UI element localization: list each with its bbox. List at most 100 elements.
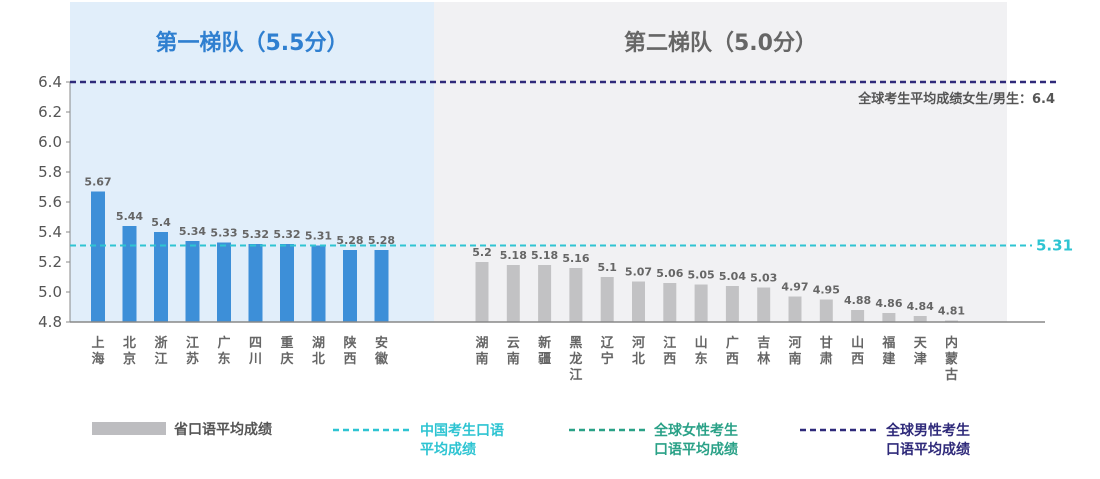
bar-广西 xyxy=(725,286,739,322)
bar-value-label: 4.84 xyxy=(907,300,934,313)
x-category-label: 重 xyxy=(280,335,293,351)
x-category-label: 东 xyxy=(217,351,230,367)
x-category-label: 山 xyxy=(695,335,708,351)
y-tick-label: 6.4 xyxy=(38,73,62,91)
x-category-label: 龙 xyxy=(569,351,582,367)
x-category-label: 林 xyxy=(757,351,770,367)
bar-value-label: 5.06 xyxy=(656,267,683,280)
bar-甘肃 xyxy=(819,299,833,322)
x-category-label: 江 xyxy=(186,335,199,351)
bar-value-label: 4.81 xyxy=(938,305,965,318)
global-average-label: 全球考生平均成绩女生/男生：6.4 xyxy=(857,91,1055,107)
x-category-label: 建 xyxy=(882,351,895,367)
bar-value-label: 5.31 xyxy=(305,230,332,243)
bar-value-label: 5.67 xyxy=(84,176,111,189)
x-category-label: 上 xyxy=(91,336,104,351)
y-tick-label: 5.6 xyxy=(38,193,62,211)
x-category-label: 西 xyxy=(851,352,864,367)
bar-北京 xyxy=(122,226,137,322)
bar-广东 xyxy=(217,242,231,322)
x-category-label: 浙 xyxy=(154,335,167,351)
bar-value-label: 4.95 xyxy=(813,284,840,297)
x-category-label: 广 xyxy=(726,335,739,351)
x-category-label: 安 xyxy=(375,335,388,351)
bar-value-label: 5.44 xyxy=(116,210,143,223)
tier-1-title: 第一梯队（5.5分） xyxy=(156,30,349,56)
china-average-label: 5.31 xyxy=(1036,237,1073,255)
x-category-label: 北 xyxy=(312,352,325,367)
bar-福建 xyxy=(882,313,896,322)
legend-label: 中国考生口语平均成绩 xyxy=(420,422,504,458)
bar-value-label: 5.18 xyxy=(500,249,527,262)
bar-value-label: 5.16 xyxy=(562,252,589,265)
bar-value-label: 4.86 xyxy=(875,297,902,310)
x-category-label: 河 xyxy=(788,335,801,351)
bar-value-label: 5.1 xyxy=(597,261,617,274)
x-category-label: 南 xyxy=(507,351,520,367)
x-category-label: 黑 xyxy=(569,336,582,351)
bar-value-label: 5.28 xyxy=(336,234,363,247)
x-category-label: 宁 xyxy=(601,351,614,367)
bar-value-label: 5.32 xyxy=(273,228,300,241)
tier-2-title: 第二梯队（5.0分） xyxy=(624,30,817,56)
y-tick-label: 6.0 xyxy=(38,133,62,151)
x-category-label: 津 xyxy=(914,351,927,367)
x-category-label: 苏 xyxy=(186,351,199,367)
x-category-label: 湖 xyxy=(312,336,325,351)
bar-重庆 xyxy=(280,244,294,322)
x-category-label: 南 xyxy=(475,351,488,367)
legend-label: 全球女性考生口语平均成绩 xyxy=(653,422,738,458)
tier-2-background xyxy=(434,2,1007,322)
legend-label: 全球男性考生口语平均成绩 xyxy=(885,422,970,458)
bar-value-label: 5.03 xyxy=(750,272,777,285)
bar-四川 xyxy=(248,244,263,322)
legend-bar-swatch xyxy=(92,422,166,435)
x-category-label: 云 xyxy=(507,336,520,351)
x-category-label: 海 xyxy=(91,351,104,367)
x-category-label: 北 xyxy=(123,336,136,351)
bar-天津 xyxy=(913,316,927,322)
bar-value-label: 5.4 xyxy=(151,216,171,229)
bar-新疆 xyxy=(538,265,552,322)
y-tick-label: 6.2 xyxy=(38,103,62,121)
x-category-label: 东 xyxy=(695,351,708,367)
x-category-label: 南 xyxy=(788,351,801,367)
bar-value-label: 5.33 xyxy=(210,227,237,240)
x-category-label: 广 xyxy=(217,335,230,351)
bar-江西 xyxy=(663,283,677,322)
x-category-label: 西 xyxy=(343,352,356,367)
x-category-label: 山 xyxy=(851,335,864,351)
bar-江苏 xyxy=(185,241,200,322)
bar-吉林 xyxy=(757,287,771,322)
x-category-label: 江 xyxy=(569,367,582,383)
x-category-label: 福 xyxy=(881,335,895,351)
bar-value-label: 4.88 xyxy=(844,294,871,307)
bar-value-label: 5.07 xyxy=(625,266,652,279)
x-category-label: 京 xyxy=(123,351,136,367)
bar-湖南 xyxy=(475,262,489,322)
x-category-label: 北 xyxy=(632,352,645,367)
x-category-label: 陕 xyxy=(343,335,357,351)
x-category-label: 江 xyxy=(154,351,167,367)
x-category-label: 川 xyxy=(248,352,262,367)
y-tick-label: 4.8 xyxy=(38,313,62,331)
x-category-label: 古 xyxy=(945,367,958,383)
bar-value-label: 4.97 xyxy=(781,281,808,294)
y-tick-label: 5.8 xyxy=(38,163,62,181)
x-category-label: 徽 xyxy=(374,351,389,367)
x-category-label: 天 xyxy=(914,336,928,351)
bar-山东 xyxy=(694,284,708,322)
x-category-label: 湖 xyxy=(475,336,488,351)
bar-value-label: 5.28 xyxy=(368,234,395,247)
bar-浙江 xyxy=(154,232,168,322)
x-category-label: 甘 xyxy=(820,335,833,351)
bar-value-label: 5.04 xyxy=(719,270,746,283)
x-category-label: 肃 xyxy=(820,351,833,367)
bar-河北 xyxy=(632,281,645,322)
bar-云南 xyxy=(506,265,520,322)
x-category-label: 蒙 xyxy=(945,351,958,367)
x-category-label: 西 xyxy=(726,352,739,367)
y-tick-label: 5.2 xyxy=(38,253,62,271)
